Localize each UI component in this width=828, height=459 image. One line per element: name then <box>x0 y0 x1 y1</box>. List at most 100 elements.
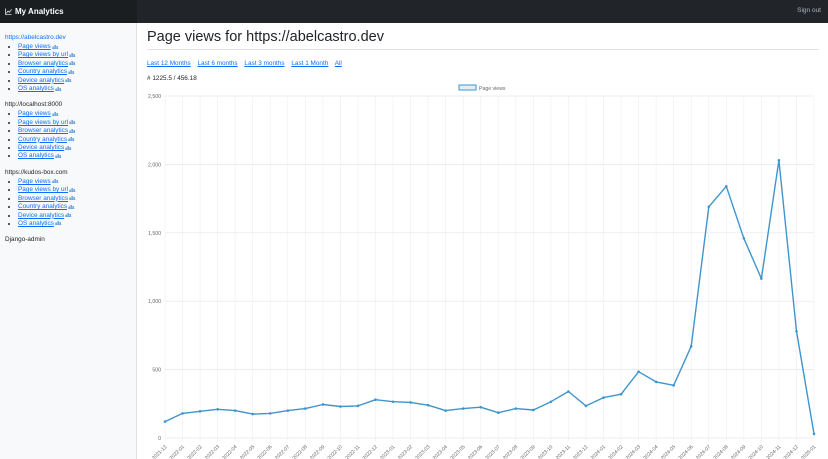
data-point <box>514 407 518 410</box>
x-tick-label: 2023-07 <box>484 444 501 459</box>
data-point <box>391 400 395 404</box>
brand[interactable]: My Analytics <box>0 0 137 23</box>
bar-chart-icon <box>69 196 76 201</box>
top-navbar: My Analytics Sign out <box>0 0 828 23</box>
bar-chart-icon <box>54 86 62 91</box>
sidebar-link-device-analytics[interactable]: Device analytics <box>18 211 65 219</box>
data-point <box>602 396 605 399</box>
data-point <box>549 400 553 404</box>
site-links: Page viewsPage views by urlBrowser analy… <box>5 178 136 228</box>
sidebar-link-browser-analytics[interactable]: Browser analytics <box>18 59 69 67</box>
range-last-12-months[interactable]: Last 12 Months <box>147 60 191 67</box>
legend-swatch <box>458 84 477 91</box>
sign-out-link[interactable]: Sign out <box>797 7 821 14</box>
data-point <box>812 432 816 436</box>
x-tick-label: 2022-11 <box>344 444 361 459</box>
divider <box>147 49 819 50</box>
x-tick-label: 2022-02 <box>186 444 203 459</box>
data-point <box>760 277 763 280</box>
data-point <box>409 401 412 404</box>
sidebar-link-country-analytics[interactable]: Country analytics <box>18 135 68 143</box>
range-last-6-months[interactable]: Last 6 months <box>197 60 238 67</box>
x-tick-label: 2023-03 <box>414 444 431 459</box>
sidebar-link-page-views-by-url[interactable]: Page views by url <box>18 186 69 194</box>
y-tick-label: 1,000 <box>148 299 161 305</box>
sidebar-link-page-views-by-url[interactable]: Page views by url <box>18 51 69 59</box>
bar-chart-icon <box>68 137 75 142</box>
x-tick-label: 2024-01 <box>590 444 607 459</box>
x-tick-label: 2022-06 <box>256 444 273 459</box>
x-tick-label: 2024-11 <box>765 444 782 459</box>
data-point <box>233 409 237 412</box>
x-tick-label: 2024-08 <box>712 444 729 459</box>
sidebar-link-device-analytics[interactable]: Device analytics <box>18 144 65 152</box>
bar-chart-icon <box>69 128 76 133</box>
bar-chart-icon <box>65 78 72 83</box>
sidebar-link-browser-analytics[interactable]: Browser analytics <box>18 194 69 202</box>
series-line-page-views <box>164 159 815 435</box>
x-tick-label: 2022-10 <box>327 444 344 459</box>
x-tick-label: 2023-08 <box>502 444 519 459</box>
data-point <box>637 370 640 373</box>
sidebar-link-page-views[interactable]: Page views <box>18 43 51 50</box>
list-item: Country analytics <box>18 203 136 211</box>
range-last-3-months[interactable]: Last 3 months <box>244 60 285 67</box>
sidebar-link-device-analytics[interactable]: Device analytics <box>18 76 65 84</box>
page-title: Page views for https://abelcastro.dev <box>147 29 384 45</box>
x-tick-label: 2024-03 <box>625 444 642 459</box>
x-tick-label: 2024-10 <box>748 444 765 459</box>
sidebar-link-os-analytics[interactable]: OS analytics <box>18 152 54 160</box>
list-item: Page views <box>18 110 136 118</box>
list-item: Country analytics <box>18 136 136 144</box>
data-point <box>479 405 483 409</box>
x-tick-label: 2023-05 <box>449 444 466 459</box>
data-point <box>216 407 219 411</box>
x-tick-label: 2024-07 <box>695 444 712 459</box>
x-tick-label: 2025-01 <box>800 444 817 459</box>
data-point <box>304 407 307 410</box>
app-title: My Analytics <box>15 7 64 16</box>
x-tick-label: 2023-11 <box>555 444 572 459</box>
range-last-1-month[interactable]: Last 1 Month <box>291 60 329 67</box>
x-tick-label: 2023-01 <box>379 444 396 459</box>
sidebar-link-country-analytics[interactable]: Country analytics <box>18 203 68 211</box>
bar-chart-icon <box>65 213 72 217</box>
sidebar-link-page-views[interactable]: Page views <box>18 177 51 185</box>
list-item: Page views by url <box>18 186 136 194</box>
bar-chart-icon <box>69 187 76 192</box>
sidebar-link-browser-analytics[interactable]: Browser analytics <box>18 127 69 135</box>
site-name: https://kudos-box.com <box>5 168 68 176</box>
data-point <box>496 411 500 414</box>
y-tick-label: 2,000 <box>148 162 161 168</box>
x-tick-label: 2022-05 <box>239 444 256 459</box>
bar-chart-icon <box>51 179 59 184</box>
data-point <box>584 404 588 408</box>
x-tick-label: 2022-09 <box>309 444 326 459</box>
data-point <box>181 412 184 415</box>
sidebar-link-os-analytics[interactable]: OS analytics <box>18 219 54 227</box>
sidebar-link-country-analytics[interactable]: Country analytics <box>18 68 68 76</box>
range-all[interactable]: All <box>334 60 342 67</box>
sidebar-link-os-analytics[interactable]: OS analytics <box>18 85 54 93</box>
list-item: OS analytics <box>18 85 136 93</box>
data-point <box>321 403 325 406</box>
bar-chart-icon <box>69 52 76 57</box>
bar-chart-icon <box>69 120 76 125</box>
data-point <box>461 407 465 410</box>
list-item: OS analytics <box>18 152 136 160</box>
sidebar-link-page-views[interactable]: Page views <box>18 110 51 118</box>
x-tick-label: 2023-12 <box>572 444 589 459</box>
list-item: OS analytics <box>18 220 136 228</box>
data-point <box>286 409 290 412</box>
data-point <box>356 404 360 408</box>
x-tick-label: 2023-02 <box>397 444 414 459</box>
data-point <box>707 205 711 209</box>
y-tick-label: 500 <box>152 368 161 374</box>
bar-chart-icon <box>69 61 76 66</box>
django-admin-link[interactable]: Django-admin <box>5 236 45 244</box>
sidebar-link-page-views-by-url[interactable]: Page views by url <box>18 118 69 126</box>
x-tick-label: 2024-12 <box>783 444 800 459</box>
data-point <box>724 184 728 188</box>
list-item: Device analytics <box>18 144 136 152</box>
